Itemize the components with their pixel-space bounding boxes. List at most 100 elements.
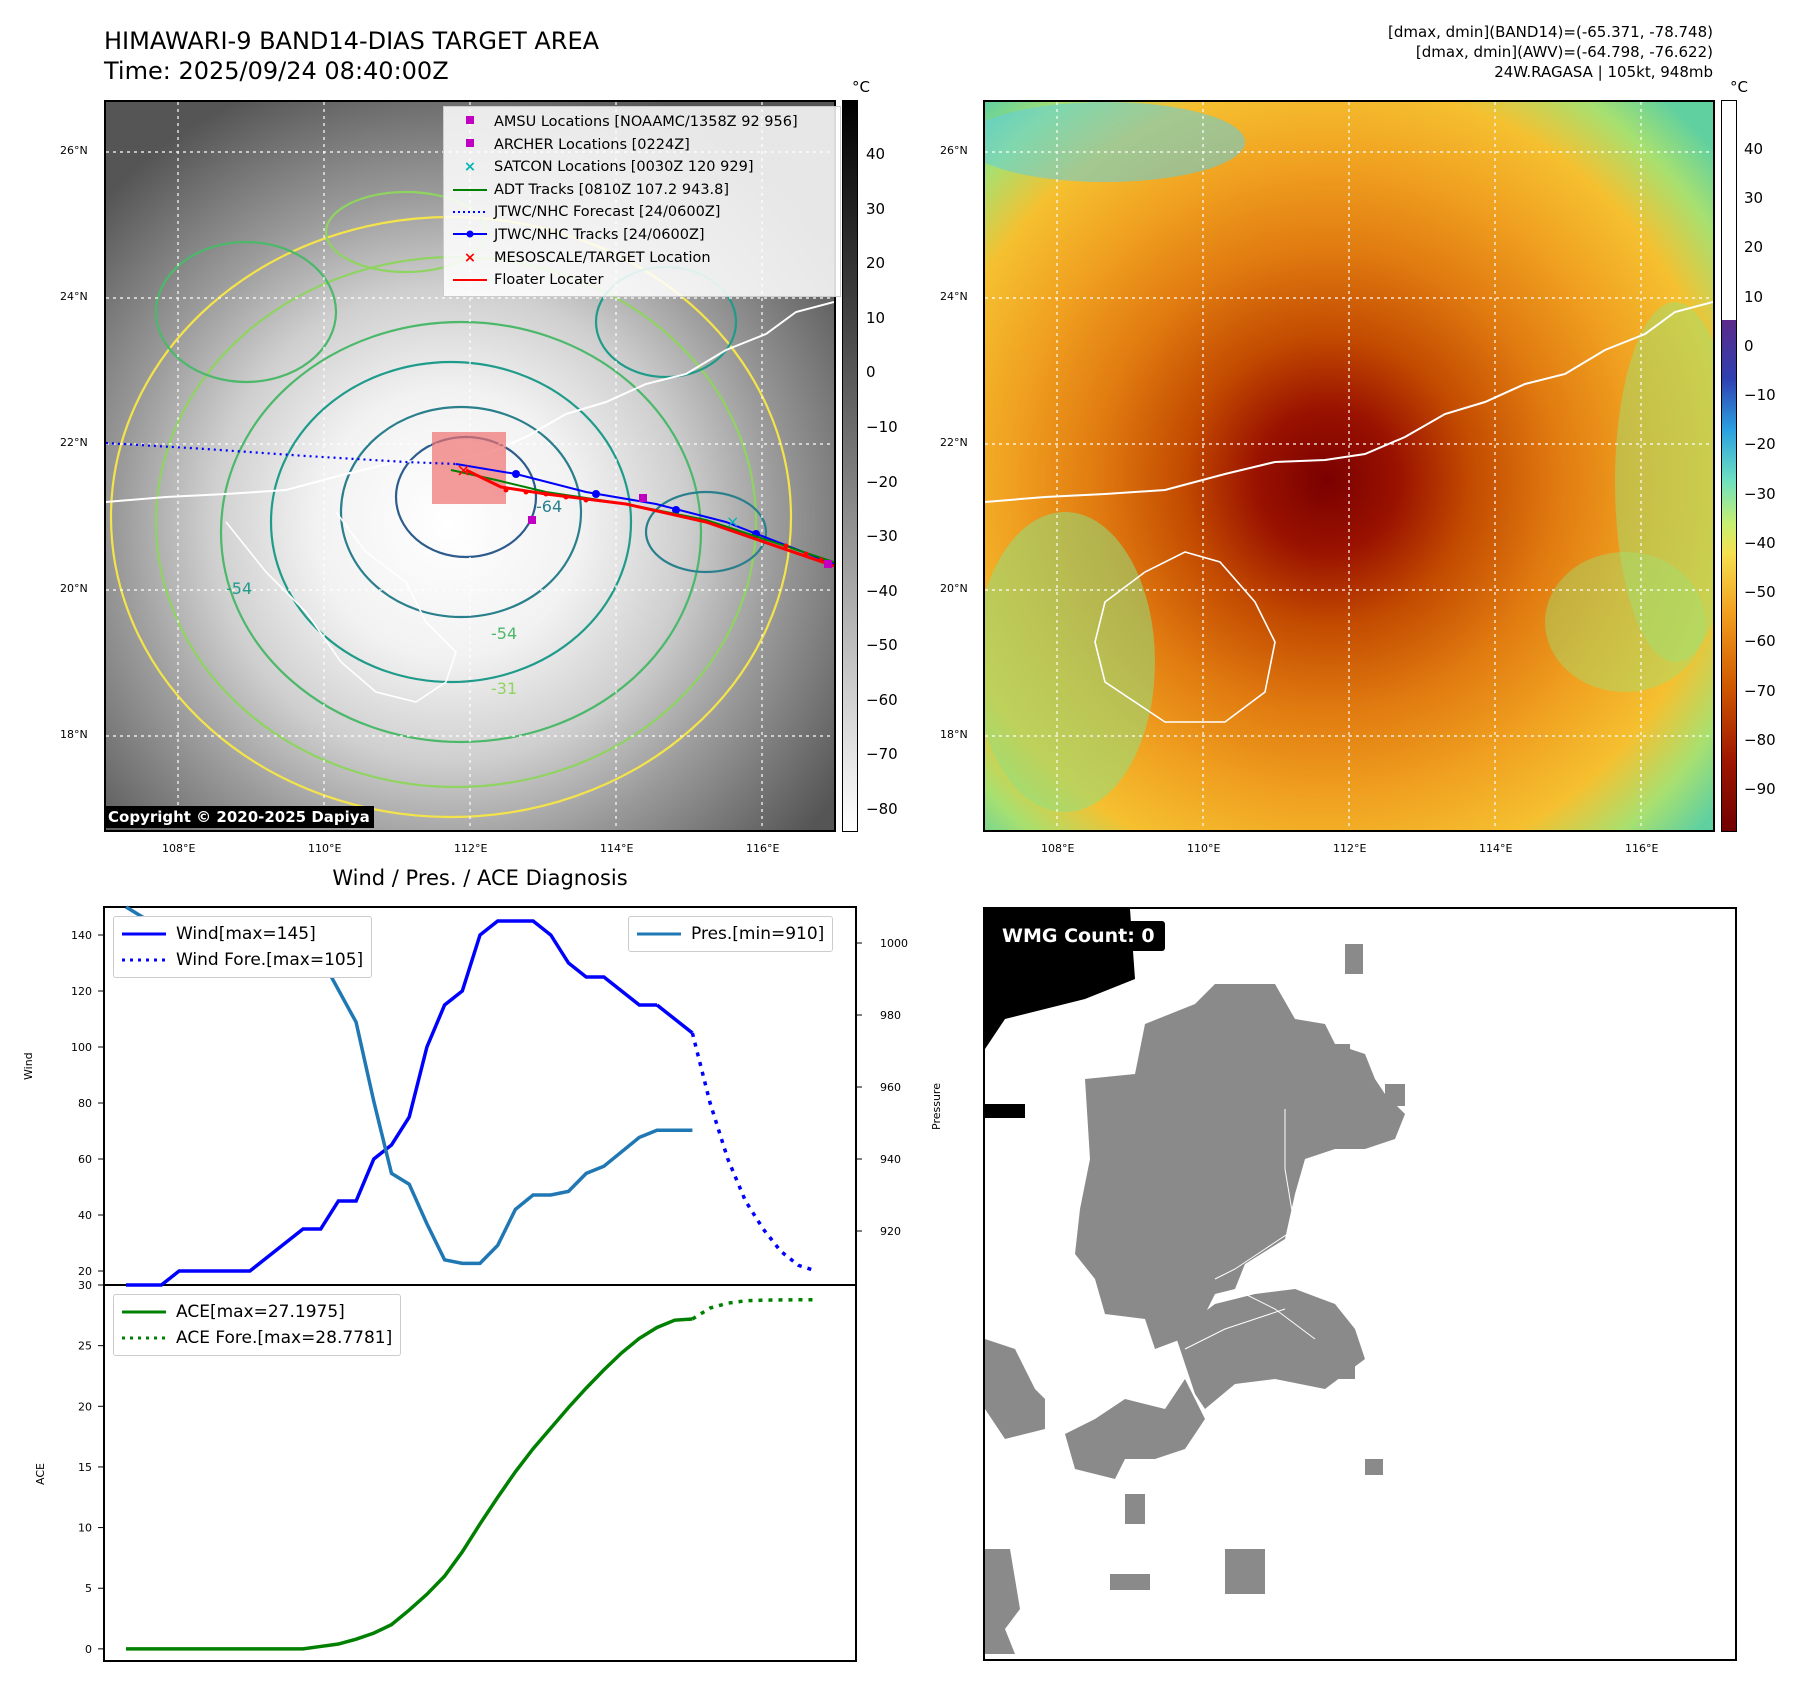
- legend-item-wind: Wind[max=145]: [122, 921, 363, 947]
- colorbar-tick-label: −20: [1744, 435, 1776, 454]
- legend-item-adt: ADT Tracks [0810Z 107.2 943.8]: [450, 179, 834, 202]
- lat-tick: 22°N: [60, 436, 88, 449]
- contour-label: -31: [491, 679, 517, 698]
- ace-tick-label: 10: [78, 1522, 92, 1535]
- color-ir-map-image: [985, 102, 1713, 830]
- title-line-1: HIMAWARI-9 BAND14-DIAS TARGET AREA: [104, 27, 600, 55]
- series-line-1: [655, 1003, 694, 1035]
- lon-tick: 108°E: [162, 842, 196, 855]
- colorbar-tick-label: −10: [1744, 386, 1776, 405]
- wind-tick-label: 20: [78, 1265, 92, 1278]
- contour-label: -64: [536, 497, 562, 516]
- colorbar-tick-label: −50: [866, 636, 898, 655]
- lat-tick: 18°N: [60, 728, 88, 741]
- stats-band14: [dmax, dmin](BAND14)=(-65.371, -78.748): [1388, 23, 1713, 41]
- wind-legend: Wind[max=145] Wind Fore.[max=105]: [113, 916, 373, 978]
- lon-tick: 114°E: [1479, 842, 1513, 855]
- colorbar-tick-label: −60: [866, 690, 898, 709]
- legend-item-wind-forecast: Wind Fore.[max=105]: [122, 947, 363, 973]
- storm-info: 24W.RAGASA | 105kt, 948mb: [1494, 63, 1713, 81]
- colorbar-tick-label: −40: [1744, 533, 1776, 552]
- pressure-tick-label: 920: [880, 1225, 901, 1238]
- line-icon: [450, 269, 490, 292]
- wmg-panel: [983, 907, 1737, 1661]
- solid-line-icon: [122, 1310, 166, 1314]
- wmg-mask-image: [985, 909, 1405, 1654]
- pressure-tick-label: 960: [880, 1081, 901, 1094]
- gray-colorbar: [842, 100, 858, 832]
- colorbar-tick-label: 40: [866, 145, 886, 163]
- map-legend: AMSU Locations [NOAAMC/1358Z 92 956] ARC…: [443, 106, 841, 297]
- ace-legend: ACE[max=27.1975] ACE Fore.[max=28.7781]: [113, 1294, 402, 1356]
- colorbar-tick-label: −40: [866, 581, 898, 600]
- lon-tick: 110°E: [308, 842, 342, 855]
- legend-item-amsu: AMSU Locations [NOAAMC/1358Z 92 956]: [450, 111, 834, 134]
- ace-tick-label: 0: [85, 1643, 92, 1656]
- colorbar-tick-label: −30: [1744, 484, 1776, 503]
- jtwc-forecast-line: [106, 441, 457, 466]
- x-marker-icon: ×: [463, 159, 477, 176]
- wind-tick-label: 100: [71, 1041, 92, 1054]
- satcon-marker: ×: [726, 512, 739, 531]
- lat-tick: 18°N: [940, 728, 968, 741]
- contour-label: -54: [491, 624, 517, 643]
- color-colorbar: [1721, 100, 1737, 832]
- archer-marker: [528, 516, 536, 524]
- colorbar-tick-label: 20: [866, 254, 886, 273]
- colorbar-tick-label: −10: [866, 417, 898, 436]
- wind-tick-label: 60: [78, 1153, 92, 1166]
- wind-tick-label: 120: [71, 985, 92, 998]
- gray-colorbar-unit: °C: [852, 78, 870, 96]
- lat-tick: 20°N: [60, 582, 88, 595]
- colorbar-tick-label: −80: [1744, 730, 1776, 749]
- color-ir-map-panel: [983, 100, 1715, 832]
- square-marker-icon: [450, 111, 490, 134]
- colorbar-tick-label: 10: [1744, 287, 1764, 306]
- series-line-2: [690, 1032, 817, 1273]
- legend-item-pressure: Pres.[min=910]: [637, 921, 824, 947]
- ace-tick-label: 20: [78, 1400, 92, 1413]
- ace-series-line-0: [126, 1317, 693, 1651]
- colorbar-tick-label: −70: [1744, 681, 1776, 700]
- colorbar-tick-label: 30: [866, 199, 886, 218]
- solid-line-icon: [637, 932, 681, 936]
- lat-tick: 26°N: [60, 144, 88, 157]
- lat-tick: 26°N: [940, 144, 968, 157]
- lat-tick: 24°N: [60, 290, 88, 303]
- lon-tick: 110°E: [1187, 842, 1221, 855]
- colorbar-tick-label: −50: [1744, 583, 1776, 602]
- lat-tick: 22°N: [940, 436, 968, 449]
- legend-item-ace-forecast: ACE Fore.[max=28.7781]: [122, 1325, 392, 1351]
- ace-series-line-1: [691, 1298, 817, 1321]
- series-line-0: [126, 919, 657, 1287]
- copyright-label: Copyright © 2020-2025 Dapiya: [104, 806, 374, 828]
- wind-tick-label: 40: [78, 1209, 92, 1222]
- colorbar-tick-label: 10: [866, 308, 886, 327]
- square-marker-icon: [450, 134, 490, 157]
- colorbar-tick-label: 20: [1744, 238, 1764, 257]
- solid-line-icon: [122, 932, 166, 936]
- amsu-marker: [639, 494, 647, 502]
- ace-tick-label: 25: [78, 1340, 92, 1353]
- colorbar-tick-label: −70: [866, 745, 898, 764]
- floater-box: [432, 432, 506, 504]
- legend-item-target: × MESOSCALE/TARGET Location: [450, 247, 834, 270]
- target-marker: ×: [456, 460, 471, 481]
- stats-awv: [dmax, dmin](AWV)=(-64.798, -76.622): [1415, 43, 1713, 61]
- figure-title: HIMAWARI-9 BAND14-DIAS TARGET AREA Time:…: [104, 26, 599, 86]
- wmg-count-badge: WMG Count: 0: [992, 921, 1165, 951]
- ace-tick-label: 15: [78, 1461, 92, 1474]
- pressure-tick-label: 940: [880, 1153, 901, 1166]
- colorbar-tick-label: −30: [866, 527, 898, 546]
- title-line-2: Time: 2025/09/24 08:40:00Z: [104, 57, 449, 85]
- lon-tick: 116°E: [1625, 842, 1659, 855]
- lon-tick: 108°E: [1041, 842, 1075, 855]
- color-colorbar-unit: °C: [1730, 78, 1748, 96]
- lat-tick: 20°N: [940, 582, 968, 595]
- colorbar-tick-label: 40: [1744, 140, 1764, 158]
- wind-tick-label: 80: [78, 1097, 92, 1110]
- colorbar-tick-label: −80: [866, 800, 898, 818]
- jtwc-track-line: [455, 463, 834, 565]
- colorbar-tick-label: −60: [1744, 632, 1776, 651]
